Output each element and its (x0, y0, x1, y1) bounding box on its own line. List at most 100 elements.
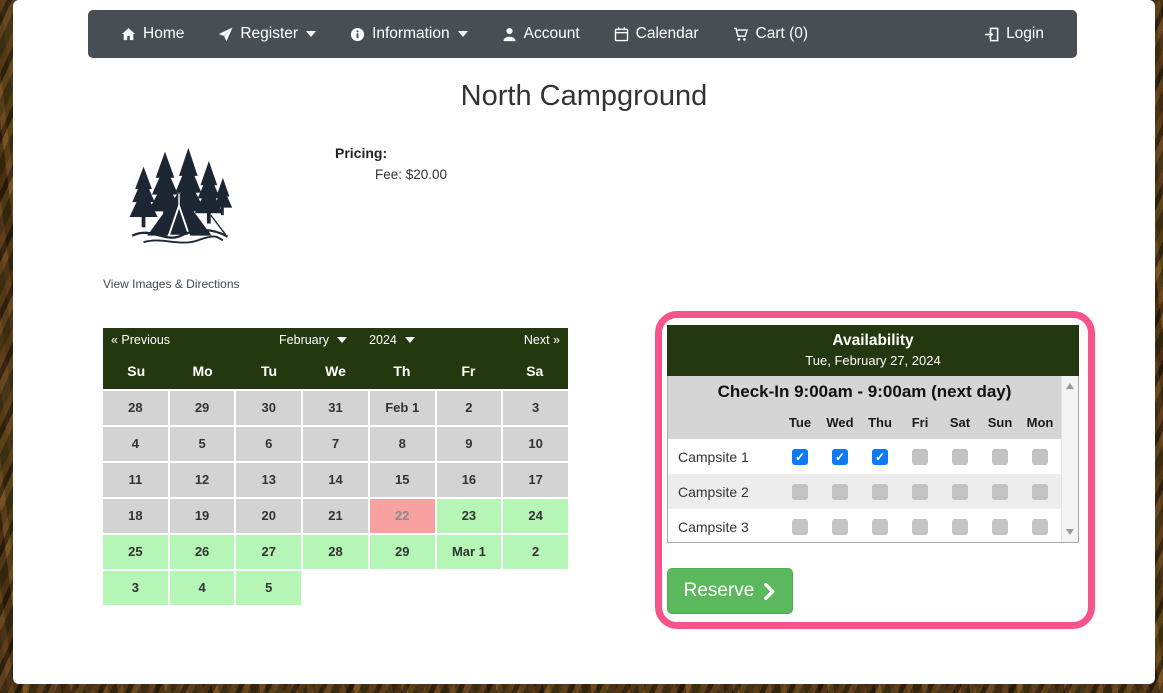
availability-checkbox-disabled (912, 483, 928, 500)
availability-checkbox-disabled (1032, 448, 1048, 465)
pricing-fee: Fee: $20.00 (375, 167, 448, 182)
calendar-day-cell: Feb 1 (369, 391, 435, 425)
calendar-icon (614, 26, 629, 42)
availability-checkbox-checked[interactable]: ✓ (792, 448, 808, 465)
availability-checkbox-disabled (832, 518, 848, 535)
calendar-day-cell: 2 (436, 391, 502, 425)
availability-header: Availability Tue, February 27, 2024 (667, 325, 1079, 376)
availability-checkbox-disabled (1032, 483, 1048, 500)
calendar-day-cell: 7 (303, 427, 368, 461)
calendar-day-header: Fr (461, 362, 476, 379)
paper-plane-icon (218, 26, 233, 42)
chevron-right-icon (764, 582, 775, 600)
reserve-button[interactable]: Reserve (667, 568, 793, 614)
calendar-day-cell: 10 (503, 427, 568, 461)
year-select-value: 2024 (369, 333, 397, 347)
calendar-day-cell: 4 (103, 427, 168, 461)
calendar-month-year: February 2024 (170, 333, 524, 347)
navbar: Home Register Information Account Calendar Ca… (88, 10, 1077, 58)
campsite-label: Campsite 3 (678, 518, 749, 535)
availability-checkbox-disabled (952, 483, 968, 500)
calendar-day-cell[interactable]: 5 (236, 571, 302, 605)
nav-item-label: Calendar (635, 25, 699, 42)
scroll-down-button[interactable] (1066, 529, 1074, 535)
calendar-day-cell: 17 (503, 463, 568, 497)
calendar-day-cell: 19 (169, 499, 235, 533)
calendar-day-cell[interactable]: 2 (503, 535, 568, 569)
availability-rows: Campsite 1 ✓ ✓ ✓ Campsite 2 Campsite 3 (668, 439, 1061, 542)
sign-in-icon (984, 27, 999, 42)
calendar-day-cell[interactable]: 27 (236, 535, 302, 569)
nav-item-calendar[interactable]: Calendar (597, 10, 716, 58)
calendar-day-header: Th (393, 362, 411, 379)
calendar-day-cell[interactable]: 4 (169, 571, 235, 605)
availability-day-column: Thu (868, 415, 892, 430)
month-select[interactable]: February (279, 333, 348, 347)
cart-icon (733, 27, 749, 42)
nav-item-label: Login (1006, 25, 1044, 42)
year-select[interactable]: 2024 (369, 333, 415, 347)
info-circle-icon (350, 27, 365, 42)
availability-title: Availability (832, 332, 914, 349)
nav-item-cart-0[interactable]: Cart (0) (716, 10, 826, 58)
page-content: Home Register Information Account Calendar Ca… (13, 0, 1155, 684)
nav-item-account[interactable]: Account (485, 10, 597, 58)
nav-item-register[interactable]: Register (201, 10, 333, 58)
calendar-day-header: Sa (526, 362, 544, 379)
calendar-day-header: Su (127, 362, 146, 379)
calendar-day-cell: 8 (369, 427, 435, 461)
availability-checkbox-checked[interactable]: ✓ (872, 448, 888, 465)
pricing-label: Pricing: (335, 145, 388, 161)
calendar-day-cell[interactable]: Mar 1 (436, 535, 502, 569)
caret-down-icon (306, 31, 317, 37)
calendar-day-headers: Su Mo Tu We Th Fr Sa (103, 352, 568, 389)
calendar-day-cell[interactable]: 25 (103, 535, 168, 569)
calendar-day-cell[interactable]: 23 (436, 499, 502, 533)
calendar-day-cell[interactable]: 3 (103, 571, 168, 605)
nav-item-information[interactable]: Information (333, 10, 485, 58)
availability-day-column: Wed (826, 415, 854, 430)
chevron-down-icon (337, 337, 348, 343)
campsite-label: Campsite 1 (678, 448, 749, 465)
availability-checkbox-disabled (792, 518, 808, 535)
calendar-day-cell: 5 (169, 427, 235, 461)
availability-checkbox-disabled (872, 483, 888, 500)
availability-checkbox-disabled (792, 483, 808, 500)
calendar-day-cell[interactable]: 26 (169, 535, 235, 569)
nav-item-home[interactable]: Home (104, 10, 201, 58)
calendar-next-button[interactable]: Next » (523, 333, 560, 347)
calendar-day-cell[interactable]: 24 (503, 499, 568, 533)
scroll-up-button[interactable] (1066, 383, 1074, 389)
calendar-day-cell: 16 (436, 463, 502, 497)
availability-checkbox-disabled (952, 448, 968, 465)
nav-item-login[interactable]: Login (967, 10, 1061, 58)
availability-checkbox-disabled (992, 448, 1008, 465)
calendar-day-cell: 20 (236, 499, 302, 533)
booking-calendar: « Previous February 2024 Next » Su Mo Tu We… (103, 328, 568, 605)
calendar-previous-button[interactable]: « Previous (111, 333, 171, 347)
calendar-day-header: Tu (261, 362, 278, 379)
calendar-empty-cell (370, 571, 435, 605)
nav-item-label: Cart (0) (755, 25, 809, 42)
calendar-day-cell[interactable]: 29 (369, 535, 435, 569)
calendar-day-cell: 18 (103, 499, 168, 533)
calendar-day-cell: 22 (369, 499, 435, 533)
nav-item-label: Register (240, 25, 299, 42)
chevron-down-icon (404, 337, 415, 343)
availability-day-columns: Tue Wed Thu Fri Sat Sun Mon (668, 406, 1061, 439)
view-images-directions-link[interactable]: View Images & Directions (103, 277, 240, 291)
caret-down-icon (457, 31, 468, 37)
calendar-day-cell: 12 (169, 463, 235, 497)
calendar-grid: 28 29 30 31 Feb 1 2 3 4 5 6 7 8 9 10 11 12 13 14 15 16 17 18 1… (103, 391, 568, 605)
availability-day-column: Sun (987, 415, 1013, 430)
calendar-day-cell: 9 (436, 427, 502, 461)
month-select-value: February (279, 333, 330, 347)
nav-item-label: Home (143, 25, 185, 42)
availability-checkbox-checked[interactable]: ✓ (832, 448, 848, 465)
availability-day-column: Sat (949, 415, 971, 430)
reserve-button-label: Reserve (683, 580, 755, 601)
availability-scrollbar[interactable] (1061, 376, 1078, 542)
availability-day-column: Mon (1026, 415, 1054, 430)
calendar-day-cell[interactable]: 28 (303, 535, 368, 569)
campsite-label: Campsite 2 (678, 483, 749, 500)
